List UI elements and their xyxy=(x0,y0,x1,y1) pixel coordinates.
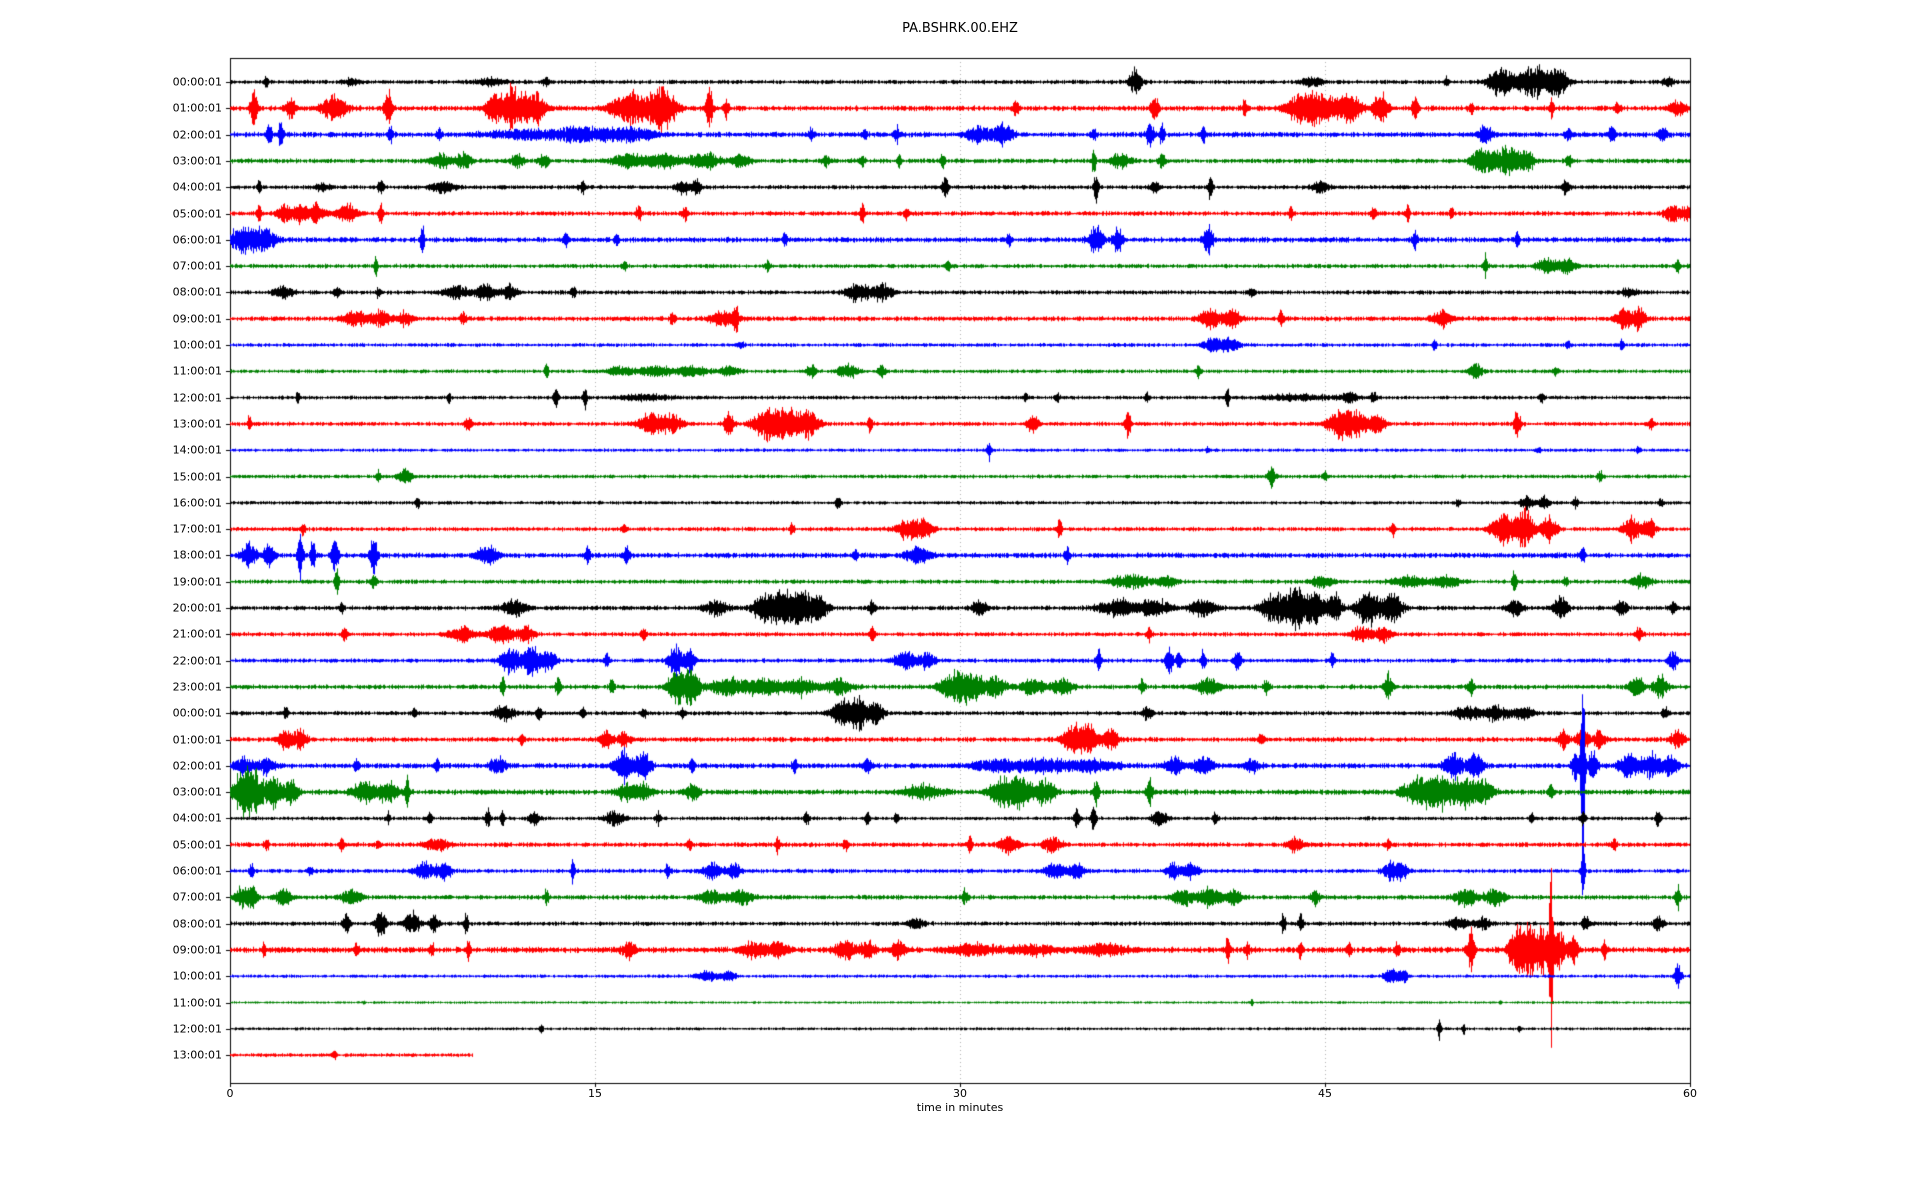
row-time-label: 08:00:01 xyxy=(172,917,222,931)
x-tick-label: 0 xyxy=(226,1087,234,1100)
row-time-label: 14:00:01 xyxy=(172,443,222,457)
chart-title: PA.BSHRK.00.EHZ xyxy=(902,21,1018,36)
x-axis-label: time in minutes xyxy=(916,1101,1004,1114)
row-time-label: 21:00:01 xyxy=(172,627,222,641)
row-time-label: 06:00:01 xyxy=(172,864,222,878)
row-time-label: 09:00:01 xyxy=(172,312,222,326)
row-time-label: 05:00:01 xyxy=(172,838,222,852)
row-time-label: 03:00:01 xyxy=(172,785,222,799)
row-time-label: 11:00:01 xyxy=(172,364,222,378)
row-time-label: 11:00:01 xyxy=(172,996,222,1009)
row-time-label: 13:00:01 xyxy=(172,417,222,431)
row-time-label: 13:00:01 xyxy=(172,1048,222,1062)
row-time-label: 12:00:01 xyxy=(172,1022,222,1036)
row-time-label: 01:00:01 xyxy=(172,733,222,746)
row-time-label: 17:00:01 xyxy=(172,522,222,536)
row-time-label: 04:00:01 xyxy=(172,811,222,825)
row-time-label: 10:00:01 xyxy=(172,969,222,983)
row-time-label: 18:00:01 xyxy=(172,548,222,562)
x-tick-label: 45 xyxy=(1318,1087,1332,1100)
row-time-label: 05:00:01 xyxy=(172,207,222,220)
row-time-label: 00:00:01 xyxy=(172,706,222,720)
row-time-label: 02:00:01 xyxy=(172,128,222,142)
row-time-label: 09:00:01 xyxy=(172,943,222,957)
row-time-label: 22:00:01 xyxy=(172,654,222,668)
row-time-label: 15:00:01 xyxy=(172,470,222,483)
x-tick-label: 30 xyxy=(953,1087,967,1100)
x-tick-label: 15 xyxy=(588,1087,602,1100)
row-time-label: 20:00:01 xyxy=(172,601,222,615)
row-time-label: 12:00:01 xyxy=(172,391,222,405)
row-time-label: 04:00:01 xyxy=(172,180,222,194)
row-time-label: 10:00:01 xyxy=(172,338,222,352)
row-time-label: 01:00:01 xyxy=(172,101,222,115)
x-tick-label: 60 xyxy=(1683,1087,1697,1100)
row-time-label: 16:00:01 xyxy=(172,496,222,510)
row-time-label: 00:00:01 xyxy=(172,75,222,89)
row-time-label: 23:00:01 xyxy=(172,680,222,694)
row-time-label: 19:00:01 xyxy=(172,575,222,589)
row-time-label: 02:00:01 xyxy=(172,759,222,773)
row-time-label: 08:00:01 xyxy=(172,285,222,299)
row-time-label: 03:00:01 xyxy=(172,154,222,168)
row-time-label: 07:00:01 xyxy=(172,259,222,273)
row-time-label: 07:00:01 xyxy=(172,890,222,904)
row-time-label: 06:00:01 xyxy=(172,233,222,247)
